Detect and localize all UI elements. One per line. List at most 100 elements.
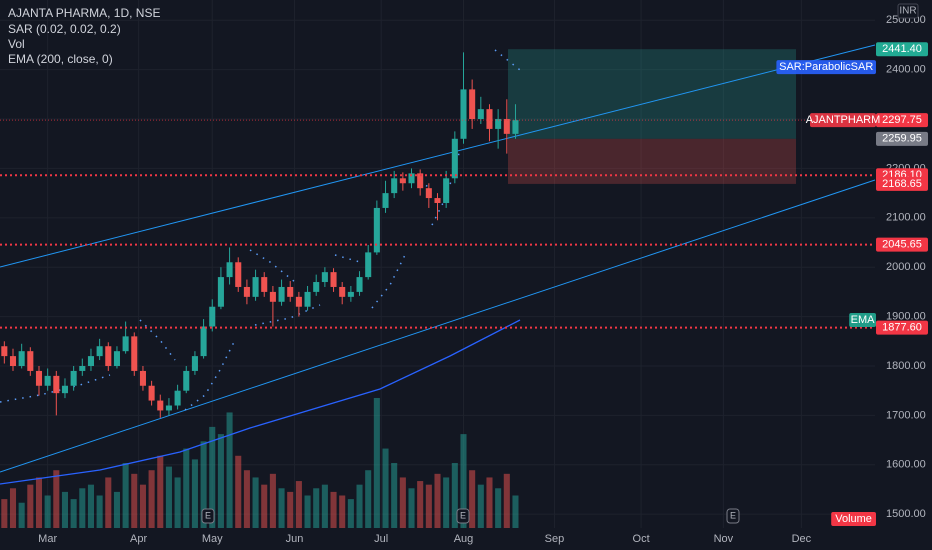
x-tick-label: Jun [286,533,304,545]
volume-bar [139,484,146,528]
candle-body [243,286,250,297]
candles [1,52,519,418]
volume-bar [70,499,77,528]
volume-bar [79,488,86,528]
candle-body [287,286,294,297]
volume-tag [831,512,876,526]
candle-body [252,277,259,297]
x-tick-label: Sep [545,533,565,545]
candle-body [217,277,224,307]
volume-bar [304,495,311,528]
earnings-icon[interactable] [726,508,740,524]
x-tick-label: Mar [38,533,57,545]
volume-bar [235,455,242,528]
indicator-legend: EMA (200, close, 0) [8,52,113,66]
name-tag-label: SAR:ParabolicSAR [779,61,873,73]
candle-body [165,405,172,411]
volume-bar [287,491,294,528]
candle-body [9,356,17,366]
volume-bar [183,448,190,528]
candle-body [373,207,380,253]
y-tick-label: 2000.00 [886,261,926,273]
x-tick-label: Jul [374,533,388,545]
y-tick-label: 1700.00 [886,409,926,421]
position-box [508,49,796,184]
volume-bar [53,470,60,528]
volume-bar [165,466,172,528]
price-tag-label: 2259.95 [882,133,922,145]
volume-bar [486,477,493,528]
sar-segment [249,249,296,283]
candle-body [209,306,216,327]
price-tag-label: 2045.65 [882,239,922,251]
y-tick-label: 1800.00 [886,360,926,372]
volume-bar [373,398,380,528]
name-tag-label: EMA [851,314,876,326]
volume-bar [87,484,94,528]
earnings-icon[interactable] [456,508,470,524]
volume-bar [278,488,285,528]
y-tick-label: 1900.00 [886,311,926,323]
candle-body [235,262,242,287]
candle-body [417,173,424,189]
volume-bar [44,495,51,528]
levels [0,119,875,329]
price-tag [876,176,928,191]
earnings-icon-label[interactable]: E [205,510,211,520]
y-tick-label: 1500.00 [886,508,926,520]
candle-body [191,356,198,371]
currency-box[interactable] [897,3,919,19]
earnings-icon-label[interactable]: E [730,510,736,520]
volume-bar [261,484,268,528]
volume-bar [495,488,502,528]
volume-bar [451,463,458,528]
candle-body [460,89,467,139]
candle-body [304,291,311,307]
volume-bar [382,448,389,528]
candle-body [174,390,181,406]
candle-body [365,252,372,278]
candle-body [512,120,519,134]
candle-body [495,119,502,129]
price-tag-label: 2168.65 [882,178,922,190]
candle-body [356,277,363,292]
volume-bar [9,488,17,528]
candle-body [261,277,268,292]
volume-bar [330,491,337,528]
x-tick-label: Oct [633,533,650,545]
candle-body [226,262,233,278]
candle-body [443,178,450,204]
candle-body [469,89,476,120]
volume-bar [1,499,8,528]
currency[interactable]: INR [899,6,916,17]
x-tick-label: Nov [714,533,734,545]
earnings-icon[interactable] [201,508,215,524]
price-tag-label: 2441.40 [882,43,922,55]
candle-body [425,188,432,199]
volume-tag-label: Volume [835,513,872,525]
volume-bar [503,473,510,528]
volume-bar [443,477,450,528]
candle-body [148,385,155,401]
candle-body [53,375,60,394]
x-tick-label: May [202,533,223,545]
earnings-icon-label[interactable]: E [460,510,466,520]
volume-bar [131,473,138,528]
candle-body [486,109,493,129]
name-tag-label: AJANTPHARM [806,114,881,126]
volume-bar [61,491,69,528]
volume-bar [226,412,233,528]
volume-bar [512,495,519,528]
candle-body [183,370,190,391]
candle-body [434,198,441,204]
candle-body [79,365,86,371]
volume-bar [391,463,398,528]
volume-bar [148,470,155,528]
indicator-legend: Vol [8,37,25,51]
candle-body [503,119,510,134]
candle-body [477,109,484,120]
volume-bar [425,484,432,528]
candle-body [113,351,120,366]
